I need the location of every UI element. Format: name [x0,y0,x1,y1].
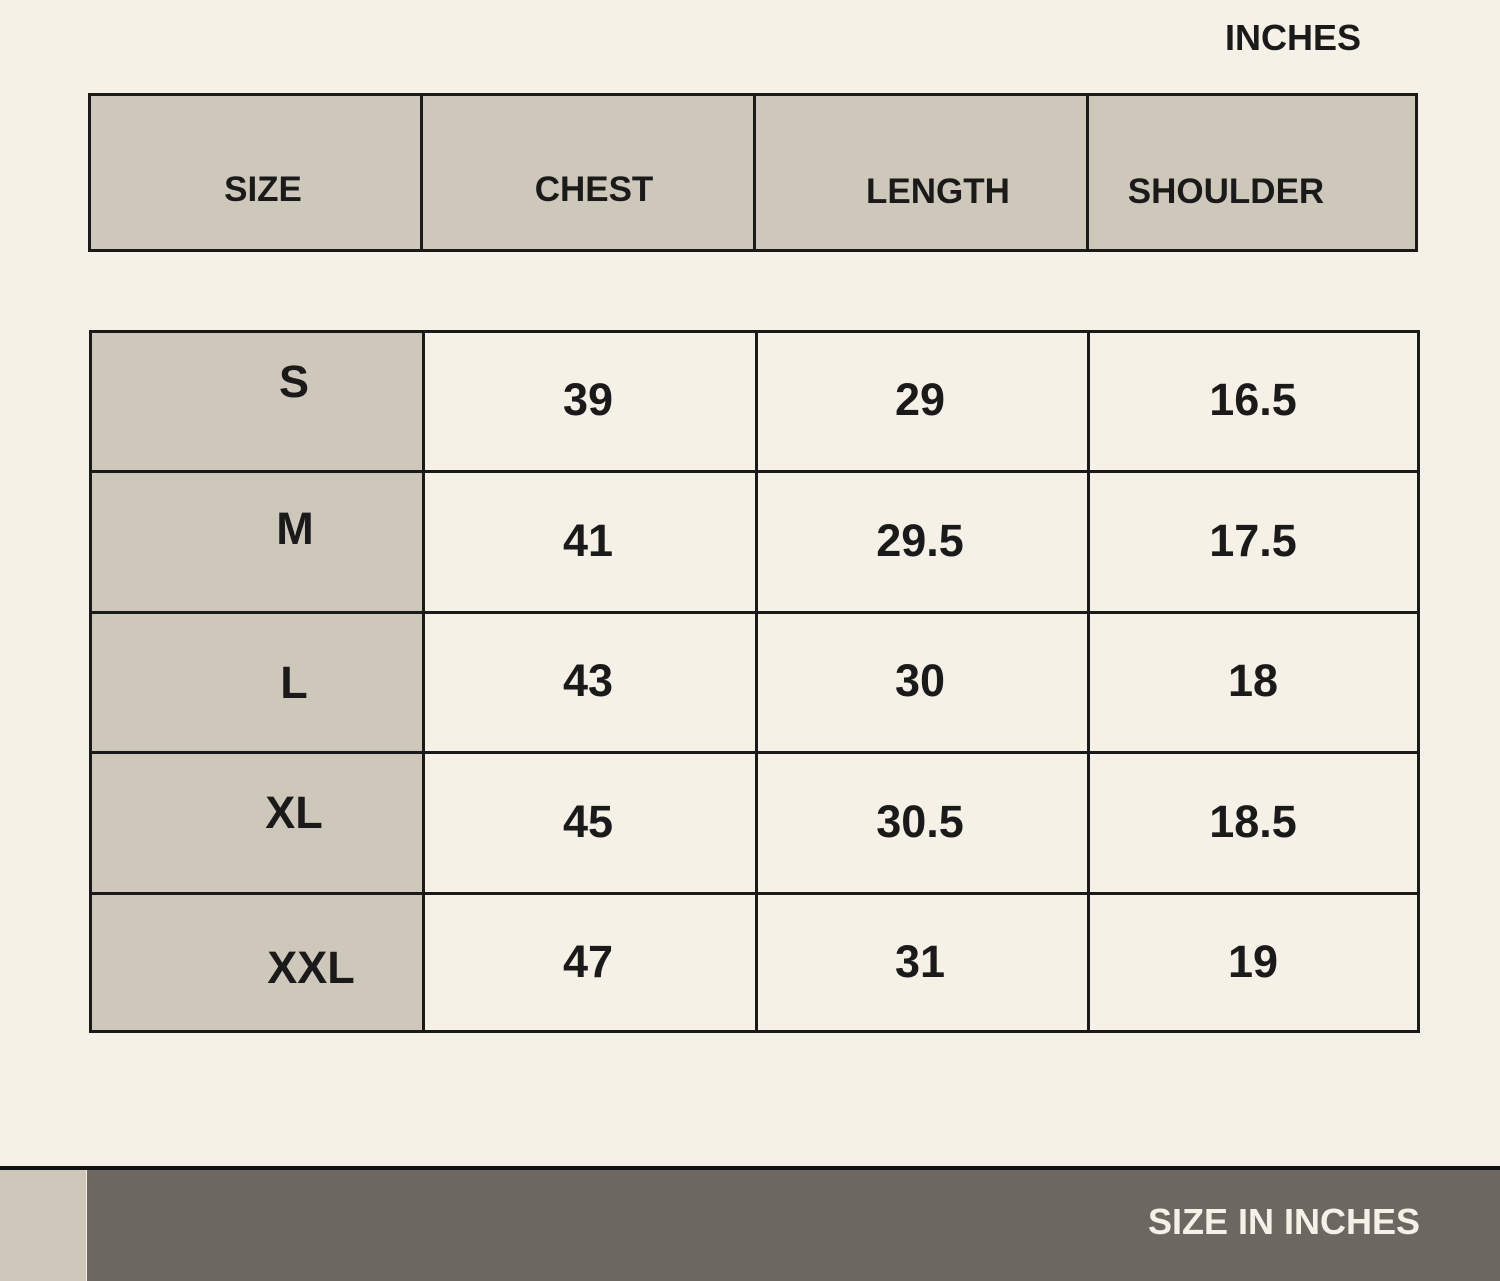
divider [92,892,1417,895]
divider [753,96,756,249]
divider [422,333,425,1030]
shoulder-value: 19 [1227,936,1279,987]
chest-value: 47 [562,936,614,987]
divider [1087,333,1090,1030]
column-header-shoulder: SHOULDER [1127,172,1325,211]
length-value: 30 [894,655,946,706]
chest-value: 39 [562,374,614,425]
header-row [88,93,1418,252]
size-label: L [280,657,308,708]
divider [755,333,758,1030]
unit-label: INCHES [1224,17,1362,58]
length-value: 29 [894,374,946,425]
divider [1086,96,1089,249]
size-label: S [278,356,310,407]
chest-value: 45 [562,796,614,847]
footer-label: SIZE IN INCHES [1147,1201,1420,1242]
shoulder-value: 18 [1227,655,1279,706]
length-value: 31 [894,936,946,987]
footer-rule [0,1166,1500,1170]
size-label: XXL [267,942,355,993]
length-value: 30.5 [876,796,964,847]
divider [92,751,1417,754]
column-header-chest: CHEST [534,170,654,209]
length-value: 29.5 [876,515,964,566]
size-column [92,333,423,1030]
shoulder-value: 18.5 [1209,796,1297,847]
chest-value: 41 [562,515,614,566]
divider [420,96,423,249]
column-header-length: LENGTH [866,172,1010,211]
divider [92,611,1417,614]
size-label: M [276,503,314,554]
column-header-size: SIZE [224,170,302,209]
footer-bar [87,1170,1500,1281]
chest-value: 43 [562,655,614,706]
divider [92,470,1417,473]
footer-accent-block [0,1170,86,1281]
shoulder-value: 17.5 [1209,515,1297,566]
shoulder-value: 16.5 [1209,374,1297,425]
size-label: XL [265,787,323,838]
size-table [89,330,1420,1033]
